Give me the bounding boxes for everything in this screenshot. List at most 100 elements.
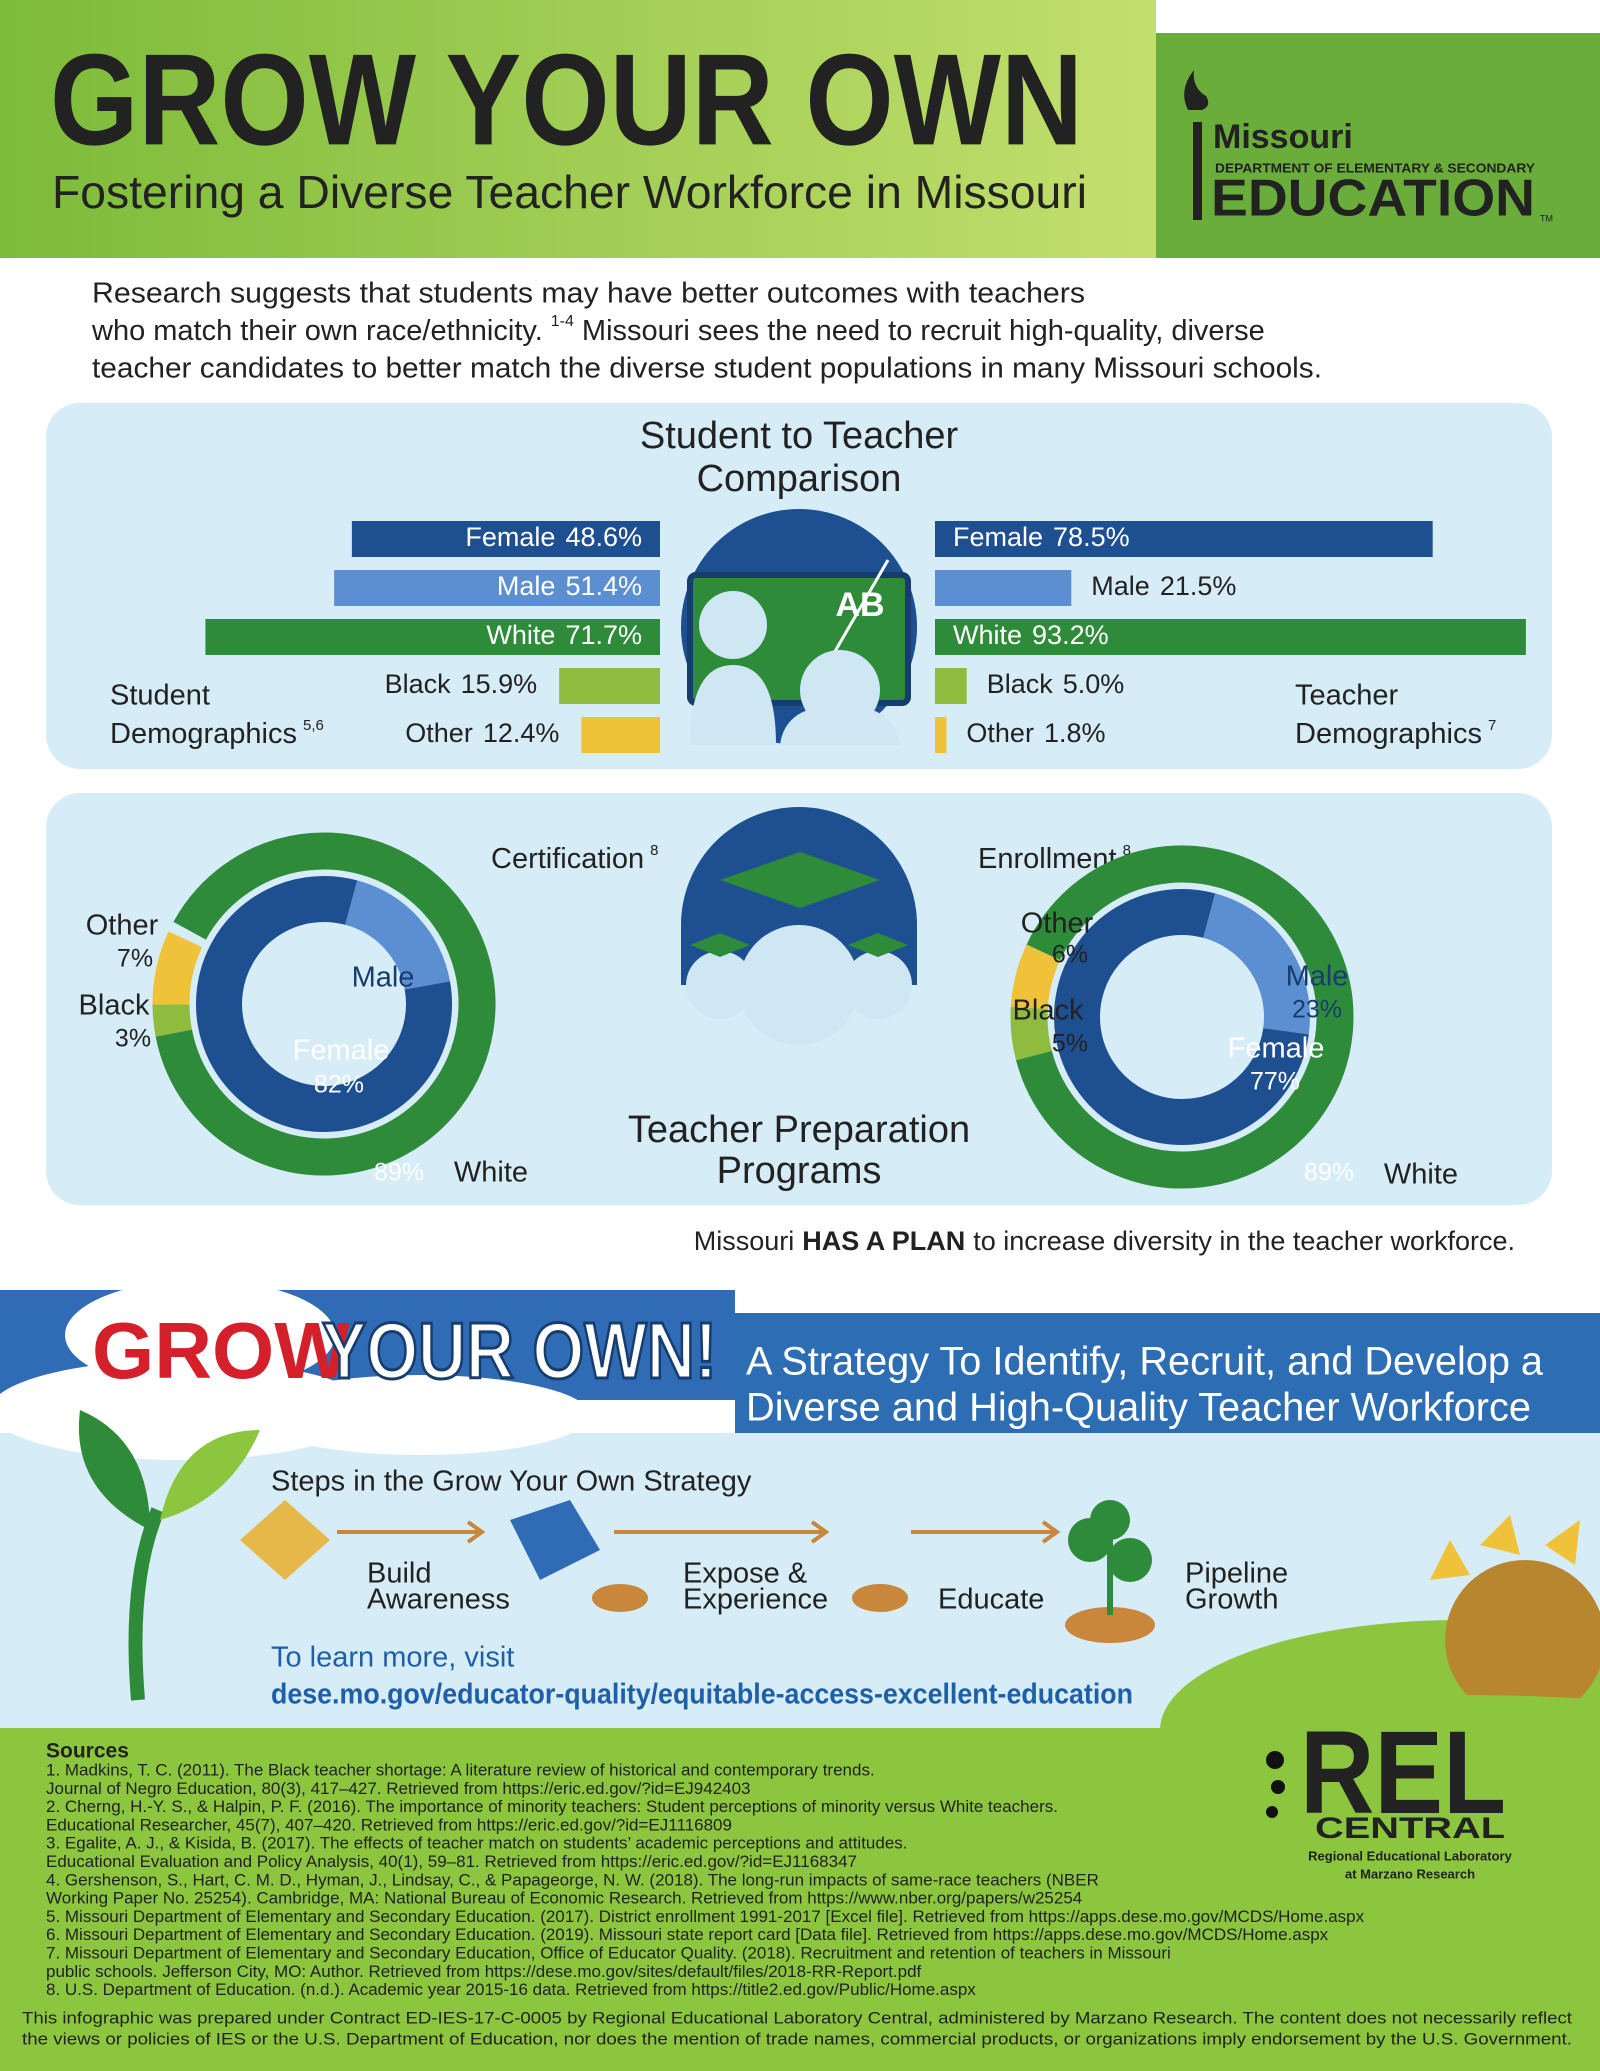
learn-more-url[interactable]: dese.mo.gov/educator-quality/equitable-a… <box>271 1679 1133 1711</box>
gender-segment <box>196 876 452 1132</box>
graduation-cap <box>690 933 750 957</box>
demographic-bar <box>559 668 660 704</box>
banner-strategy: Diverse and High-Quality Teacher Workfor… <box>746 1386 1531 1430</box>
step-label: Build <box>367 1558 432 1590</box>
rel-line: Regional Educational Laboratory <box>1308 1848 1512 1863</box>
arrow <box>911 1520 1061 1544</box>
bar-category: Male <box>1091 571 1150 601</box>
bar-label: Other 1.8% <box>966 718 1105 748</box>
label-sup: 7 <box>1488 717 1496 734</box>
segment-name: Male <box>352 962 415 994</box>
step-icon <box>1065 1607 1155 1643</box>
segment-value: 77% <box>1250 1068 1300 1096</box>
race-segment <box>1010 1006 1052 1061</box>
label-sup: 5,6 <box>303 717 324 734</box>
banner-strategy: A Strategy To Identify, Recruit, and Dev… <box>746 1340 1544 1384</box>
step-icon <box>852 1584 908 1612</box>
steps-title: Steps in the Grow Your Own Strategy <box>271 1466 752 1498</box>
bar-category: White <box>486 620 555 650</box>
donut-title: Enrollment 8 <box>978 842 1131 875</box>
bar-value: 1.8% <box>1044 718 1106 748</box>
bar-category: White <box>953 620 1022 650</box>
demographics-label: Teacher <box>1295 680 1399 712</box>
logo-department: DEPARTMENT OF ELEMENTARY & SECONDARY <box>1215 160 1535 175</box>
chalkboard-text: AB <box>835 586 884 624</box>
bar-label: Black 5.0% <box>987 669 1125 699</box>
source-line: 3. Egalite, A. J., & Kisida, B. (2017). … <box>46 1834 908 1853</box>
step-label: Expose & <box>683 1558 807 1590</box>
graduate-head <box>844 951 912 1019</box>
segment-value: 89% <box>374 1159 424 1187</box>
donut-title: Certification 8 <box>491 842 658 875</box>
step-label: Pipeline <box>1185 1558 1288 1590</box>
sources-title: Sources <box>46 1740 129 1763</box>
bar-category: Other <box>405 718 473 748</box>
race-segment <box>152 1004 193 1037</box>
teacher-body <box>780 705 900 745</box>
source-line: 8. U.S. Department of Education. (n.d.).… <box>46 1980 976 1999</box>
plan-text: Missouri <box>694 1226 795 1256</box>
bar-value: 15.9% <box>461 669 538 699</box>
panel-title: Student to Teacher <box>640 415 959 457</box>
graduation-cap <box>848 933 908 957</box>
bar-category: Female <box>953 522 1043 552</box>
bar-category: Female <box>465 522 555 552</box>
sprout-stem <box>128 1507 165 1701</box>
plan-text: to increase diversity in the teacher wor… <box>973 1226 1515 1256</box>
intro-text: who match their own race/ethnicity. <box>91 315 543 347</box>
subtitle: Fostering a Diverse Teacher Workforce in… <box>52 166 1087 218</box>
graduation-cap <box>720 852 880 908</box>
bar-value: 93.2% <box>1032 620 1109 650</box>
segment-name: White <box>454 1157 528 1189</box>
step-icon <box>240 1500 330 1580</box>
arrow <box>337 1520 486 1544</box>
bar-label: White 71.7% <box>486 620 642 650</box>
source-line: 5. Missouri Department of Elementary and… <box>46 1907 1365 1926</box>
segment-value: 23% <box>1292 996 1342 1024</box>
demographic-bar <box>935 668 967 704</box>
arrow <box>614 1520 830 1544</box>
segment-name: Female <box>1228 1033 1325 1065</box>
demographics-label: Demographics 5,6 <box>110 717 324 750</box>
student-body <box>690 665 776 745</box>
segment-name: White <box>1384 1159 1458 1191</box>
intro-line: Research suggests that students may have… <box>92 278 1085 310</box>
intro-line: who match their own race/ethnicity. 1-4 Mi… <box>91 313 1265 346</box>
chalk-line <box>828 559 890 661</box>
bar-label: White 93.2% <box>953 620 1109 650</box>
gender-segment <box>344 880 450 991</box>
race-segment <box>1016 845 1354 1189</box>
cloud <box>250 1375 590 1455</box>
bar-label: Male 51.4% <box>497 571 642 601</box>
demographic-bar <box>935 619 1526 655</box>
bar-value: 5.0% <box>1063 669 1125 699</box>
plan-statement: Missouri HAS A PLAN to increase diversity … <box>694 1226 1515 1256</box>
panel-title: Teacher Preparation <box>628 1109 970 1151</box>
segment-name: Black <box>79 990 150 1022</box>
label-text: Demographics <box>110 718 297 750</box>
step-arrows <box>337 1520 1061 1544</box>
step-icon <box>592 1584 648 1612</box>
demographic-bar <box>205 619 660 655</box>
source-line: Educational Researcher, 45(7), 407–420. … <box>46 1815 732 1834</box>
bar-label: Other 12.4% <box>405 718 559 748</box>
segment-value: 6% <box>1052 941 1088 969</box>
source-line: Educational Evaluation and Policy Analys… <box>46 1852 857 1871</box>
segment-value: 3% <box>115 1025 151 1053</box>
source-line: public schools. Jefferson City, MO: Auth… <box>46 1962 922 1981</box>
demographic-bar <box>935 717 947 753</box>
logo-missouri: Missouri <box>1213 118 1353 156</box>
demographics-label: Demographics 7 <box>1295 717 1496 750</box>
plan-bold: HAS A PLAN <box>802 1226 965 1256</box>
step-icon <box>1090 1500 1130 1540</box>
gender-segment <box>1202 893 1310 1035</box>
sprout-leaf <box>78 1410 150 1530</box>
banner-grow: GROW <box>92 1306 350 1395</box>
source-line: 6. Missouri Department of Elementary and… <box>46 1925 1329 1944</box>
bar-label: Female 48.6% <box>465 522 642 552</box>
race-segment <box>155 832 496 1176</box>
segment-name: Other <box>1021 908 1094 940</box>
bar-category: Black <box>385 669 452 699</box>
